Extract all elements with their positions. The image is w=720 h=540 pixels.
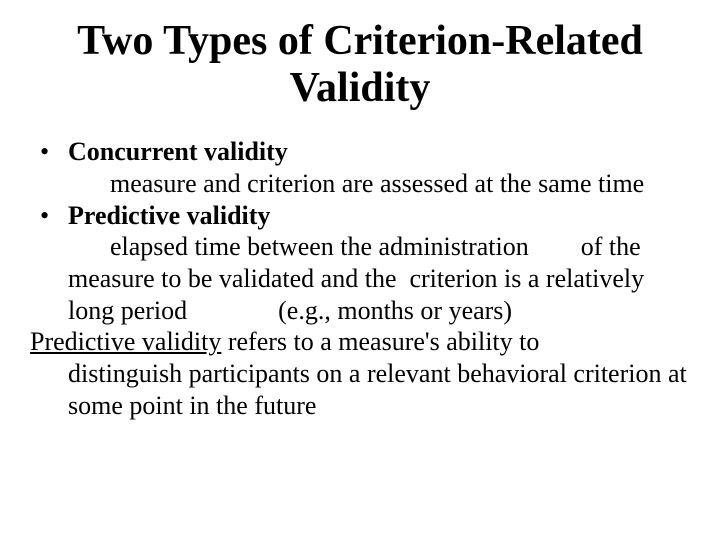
slide: Two Types of Criterion-Related Validity …: [0, 0, 720, 540]
predictive-rest-cont: distinguish participants on a relevant b…: [68, 358, 690, 421]
slide-body: • Concurrent validity measure and criter…: [30, 136, 690, 421]
bullet-concurrent: • Concurrent validity: [40, 136, 690, 168]
bullet-mark-icon: •: [40, 200, 68, 232]
bullet-concurrent-sub: measure and criterion are assessed at th…: [68, 168, 690, 200]
predictive-term: Predictive validity: [30, 327, 221, 356]
slide-title: Two Types of Criterion-Related Validity: [30, 18, 690, 112]
bullet-predictive-label: Predictive validity: [68, 200, 270, 232]
bullet-predictive: • Predictive validity: [40, 200, 690, 232]
predictive-paragraph: Predictive validity refers to a measure'…: [30, 326, 690, 421]
predictive-rest-first: refers to a measure's ability to: [221, 327, 539, 356]
bullet-concurrent-label: Concurrent validity: [68, 136, 288, 168]
bullet-mark-icon: •: [40, 136, 68, 168]
bullet-predictive-sub: elapsed time between the administration …: [68, 231, 690, 326]
